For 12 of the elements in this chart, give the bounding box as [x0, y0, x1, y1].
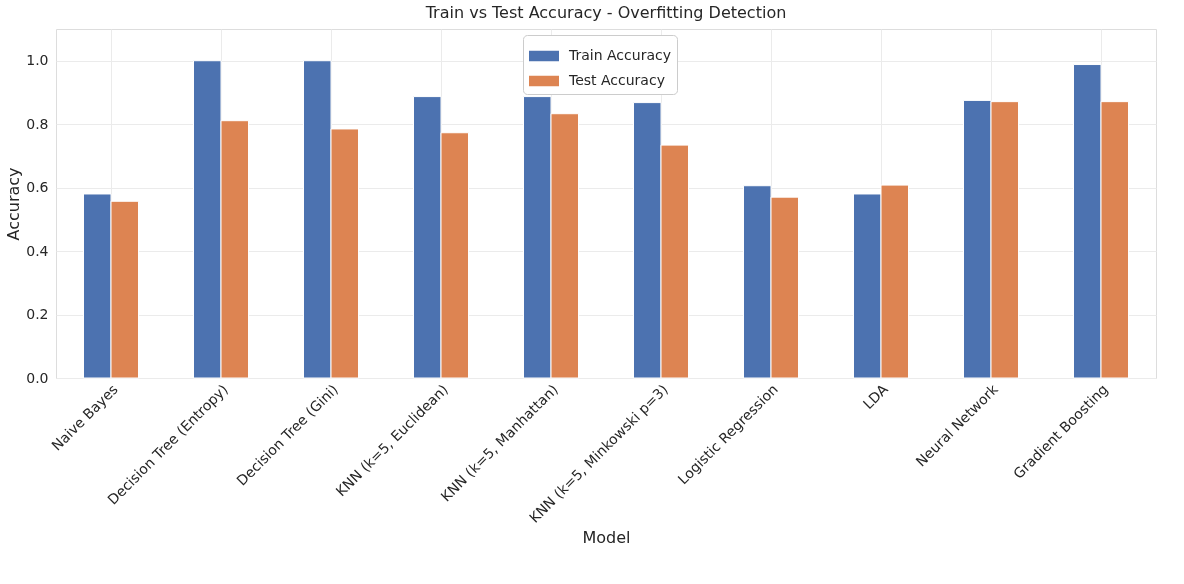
legend-label: Train Accuracy	[568, 47, 671, 63]
x-tick-label: LDA	[859, 380, 892, 413]
y-tick-label: 0.2	[26, 306, 49, 323]
x-axis-title: Model	[582, 527, 631, 547]
y-axis-title: Accuracy	[4, 167, 24, 241]
y-tick-label: 1.0	[26, 52, 49, 69]
y-tick-label: 0.4	[26, 242, 49, 259]
chart-title: Train vs Test Accuracy - Overfitting Detection	[424, 3, 787, 22]
y-tick-label: 0.0	[26, 369, 49, 386]
legend-label: Test Accuracy	[568, 72, 665, 88]
y-tick-label: 0.8	[26, 115, 49, 132]
y-tick-label: 0.6	[26, 179, 49, 196]
